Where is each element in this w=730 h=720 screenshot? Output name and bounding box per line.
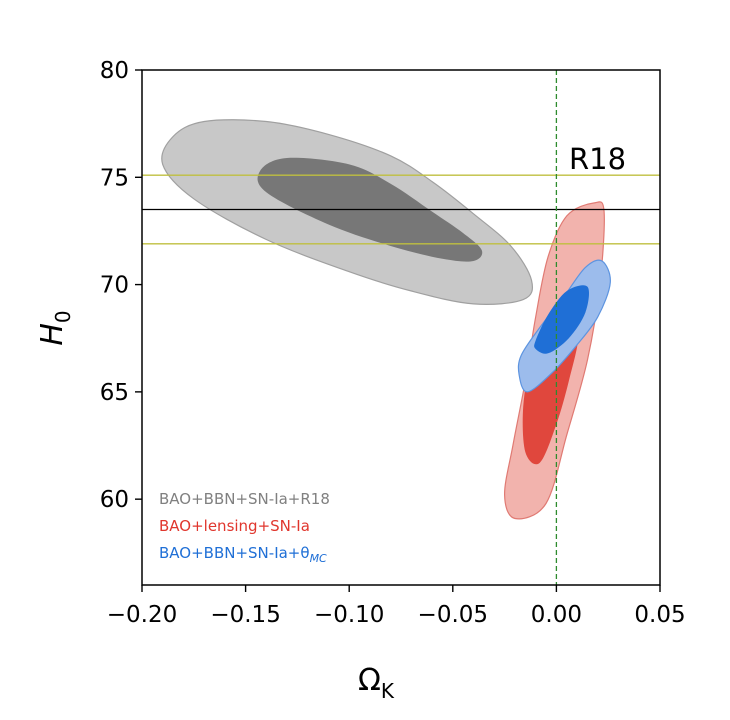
x-tick-label: −0.15 [210, 602, 280, 628]
x-tick-label: 0.05 [634, 602, 685, 628]
y-tick-label: 75 [100, 165, 129, 191]
x-axis: −0.20 −0.15 −0.10 −0.05 0.00 0.05 [107, 585, 686, 628]
x-tick-label: −0.10 [314, 602, 384, 628]
legend-entry-bao-bbn-sn-thetamc: BAO+BBN+SN-Ia+θMC [159, 544, 327, 565]
y-tick-label: 70 [100, 273, 129, 299]
x-tick-label: −0.20 [107, 602, 177, 628]
legend: BAO+BBN+SN-Ia+R18 BAO+lensing+SN-Ia BAO+… [159, 490, 330, 565]
y-axis-title: H0 [35, 310, 75, 345]
x-tick-label: 0.00 [531, 602, 582, 628]
legend-entry-bao-lensing-sn: BAO+lensing+SN-Ia [159, 517, 310, 535]
annotation-r18: R18 [569, 142, 626, 176]
y-tick-label: 80 [100, 58, 129, 84]
y-tick-label: 60 [100, 487, 129, 513]
reference-lines [142, 70, 660, 585]
x-axis-title: ΩK [358, 663, 395, 703]
y-tick-label: 65 [100, 380, 129, 406]
x-tick-label: −0.05 [418, 602, 488, 628]
plot-frame [141, 69, 661, 586]
contour-1sigma-blue [534, 285, 590, 354]
contour-layer [161, 119, 611, 520]
y-axis: 60 65 70 75 80 [100, 58, 142, 513]
legend-entry-bao-bbn-sn-r18: BAO+BBN+SN-Ia+R18 [159, 490, 330, 508]
